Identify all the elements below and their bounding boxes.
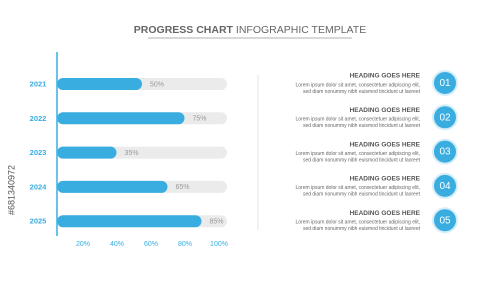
- bar: [57, 180, 168, 193]
- value-label: 85%: [210, 219, 224, 226]
- item-heading: HEADING GOES HERE: [350, 210, 421, 217]
- bar: [57, 146, 117, 159]
- item-text: Lorem ipsum dolor sit amet, consectetuer…: [295, 151, 420, 157]
- item-text: sed diam nonummy nibh euismod tincidunt …: [303, 226, 421, 232]
- item-text: Lorem ipsum dolor sit amet, consectetuer…: [295, 185, 420, 191]
- bar: [57, 78, 142, 90]
- item-number: 04: [439, 181, 451, 192]
- item-text: Lorem ipsum dolor sit amet, consectetuer…: [295, 220, 420, 226]
- side-id: #681340972: [6, 165, 16, 215]
- y-tick-label: 2022: [30, 114, 47, 123]
- bar: [57, 112, 185, 125]
- item-badge: [432, 138, 458, 165]
- x-tick-label: 20%: [76, 241, 90, 248]
- y-tick-label: 2025: [30, 217, 47, 226]
- item-heading: HEADING GOES HERE: [350, 107, 421, 114]
- title-light: INFOGRAPHIC TEMPLATE: [236, 24, 366, 36]
- item-heading: HEADING GOES HERE: [350, 141, 421, 148]
- value-label: 65%: [176, 184, 190, 191]
- y-tick-label: 2023: [30, 148, 47, 157]
- item-number: 03: [439, 147, 451, 158]
- title: PROGRESS CHART INFOGRAPHIC TEMPLATE: [134, 24, 366, 36]
- item-heading: HEADING GOES HERE: [350, 73, 421, 80]
- y-tick-label: 2024: [30, 182, 48, 191]
- item-text: Lorem ipsum dolor sit amet, consectetuer…: [295, 117, 420, 123]
- bar: [57, 215, 202, 228]
- item-text: sed diam nonummy nibh euismod tincidunt …: [303, 123, 421, 129]
- item-number: 01: [439, 78, 451, 89]
- item-text: sed diam nonummy nibh euismod tincidunt …: [303, 157, 421, 163]
- item-number: 02: [439, 112, 451, 123]
- item-text: sed diam nonummy nibh euismod tincidunt …: [303, 192, 421, 198]
- title-strong: PROGRESS CHART: [134, 24, 234, 36]
- value-label: 35%: [125, 150, 139, 157]
- x-tick-label: 100%: [210, 241, 228, 248]
- item-badge: [432, 207, 458, 234]
- x-tick-label: 40%: [110, 241, 124, 248]
- value-label: 75%: [193, 116, 207, 123]
- item-badge: [432, 172, 458, 199]
- item-text: Lorem ipsum dolor sit amet, consectetuer…: [295, 82, 420, 88]
- item-heading: HEADING GOES HERE: [350, 176, 421, 183]
- x-tick-label: 80%: [178, 241, 192, 248]
- item-badge: [432, 104, 458, 131]
- y-tick-label: 2021: [30, 79, 47, 88]
- item-text: sed diam nonummy nibh euismod tincidunt …: [303, 89, 421, 95]
- value-label: 50%: [150, 81, 164, 88]
- x-tick-label: 60%: [144, 241, 158, 248]
- item-badge: [432, 70, 458, 96]
- item-number: 05: [439, 215, 451, 226]
